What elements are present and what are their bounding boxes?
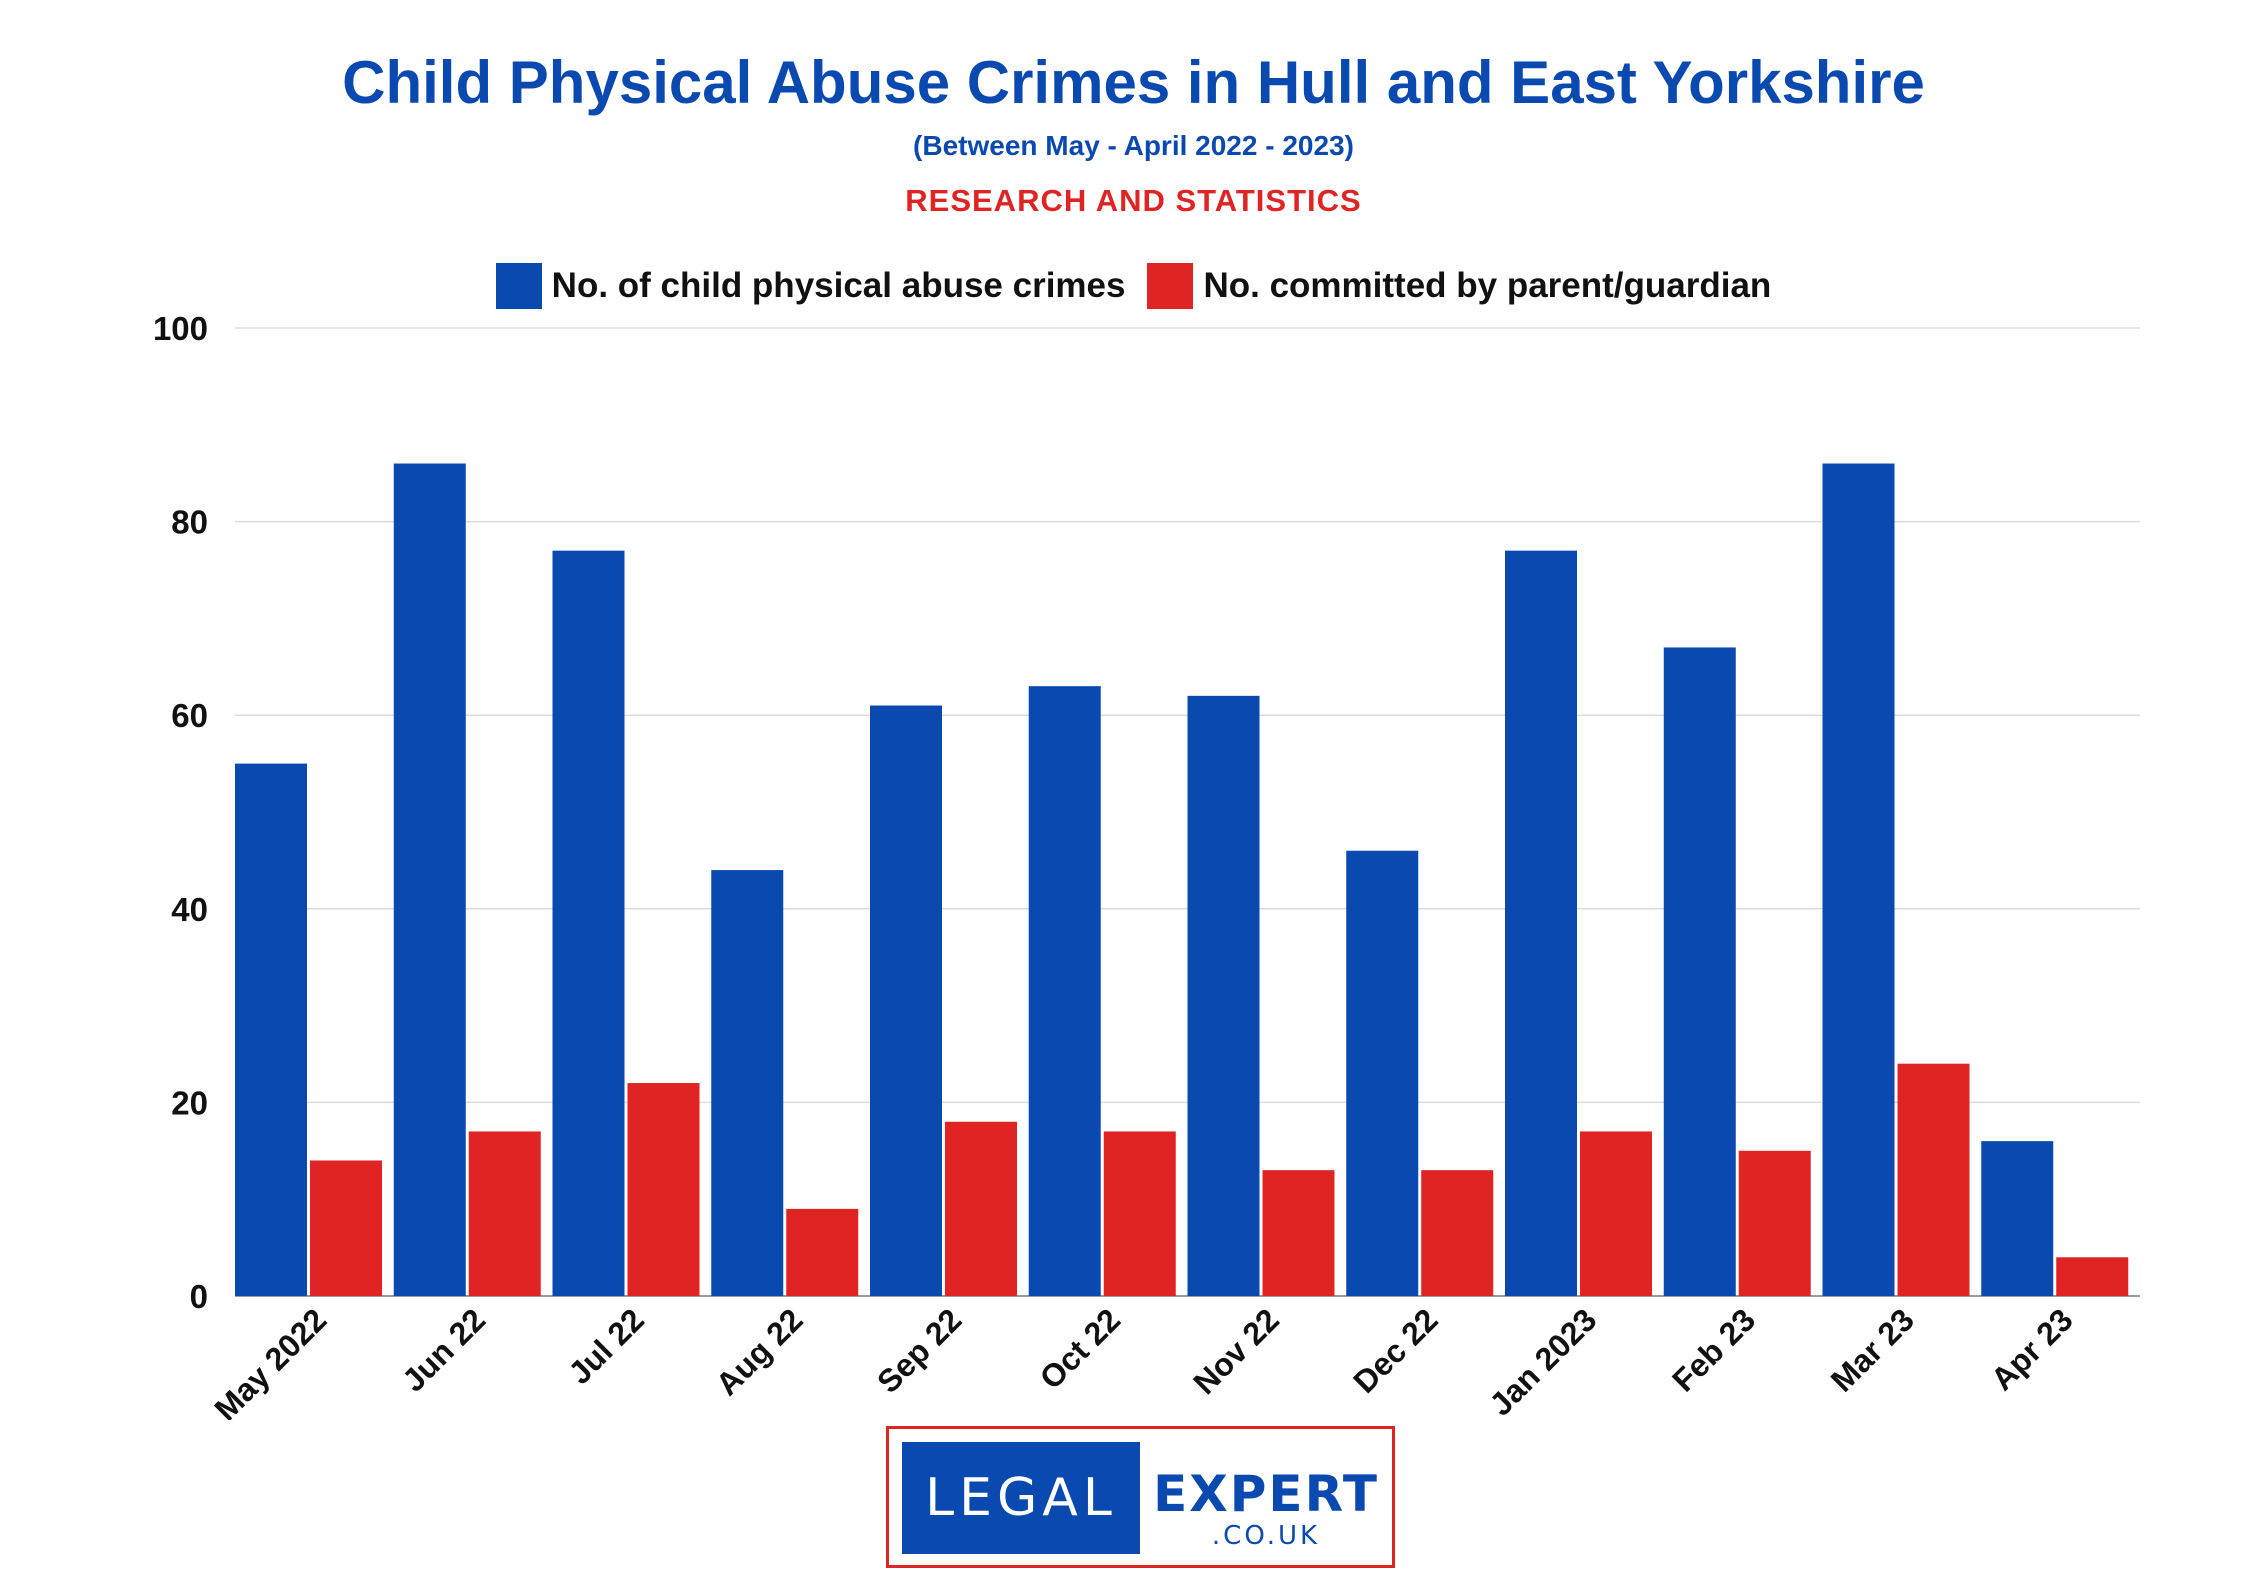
bar-parent-4 xyxy=(945,1121,1017,1296)
x-tick-label-11: Apr 23 xyxy=(1984,1301,2080,1397)
bar-crimes-7 xyxy=(1346,850,1419,1296)
bar-crimes-11 xyxy=(1981,1141,2054,1296)
logo-right-text: EXPERT xyxy=(1153,1465,1379,1523)
bar-crimes-1 xyxy=(393,463,466,1296)
x-tick-label-9: Feb 23 xyxy=(1665,1301,1762,1398)
x-tick-label-4: Sep 22 xyxy=(870,1301,968,1399)
bar-parent-8 xyxy=(1580,1131,1652,1296)
logo-sub-text: .CO.UK xyxy=(1211,1521,1321,1551)
x-tick-label-10: Mar 23 xyxy=(1824,1301,1921,1398)
legend-label-crimes: No. of child physical abuse crimes xyxy=(551,266,1126,305)
legend-item-parent: No. committed by parent/guardian xyxy=(1147,263,1771,309)
bar-parent-9 xyxy=(1738,1150,1811,1296)
legal-expert-logo: LEGAL EXPERT .CO.UK xyxy=(886,1426,1395,1568)
y-tick-label-0: 0 xyxy=(190,1278,208,1315)
chart-title: Child Physical Abuse Crimes in Hull and … xyxy=(342,49,1925,116)
y-tick-label-60: 60 xyxy=(171,697,208,734)
x-tick-label-8: Jan 2023 xyxy=(1482,1301,1603,1420)
x-tick-label-7: Dec 22 xyxy=(1346,1301,1444,1399)
bar-crimes-8 xyxy=(1505,550,1577,1296)
bar-crimes-3 xyxy=(711,870,784,1296)
bar-parent-5 xyxy=(1103,1131,1176,1296)
bar-parent-3 xyxy=(786,1208,859,1296)
bar-crimes-9 xyxy=(1663,647,1736,1296)
legend-swatch-parent xyxy=(1147,263,1194,309)
x-tick-label-0: May 2022 xyxy=(207,1301,333,1420)
bar-crimes-10 xyxy=(1822,463,1895,1296)
x-tick-label-2: Jul 22 xyxy=(561,1301,651,1391)
bar-crimes-2 xyxy=(552,550,625,1296)
y-tick-label-80: 80 xyxy=(171,504,208,541)
y-tick-label-100: 100 xyxy=(153,310,208,347)
chart-tagline: RESEARCH AND STATISTICS xyxy=(905,183,1362,218)
chart-subtitle: (Between May - April 2022 - 2023) xyxy=(913,130,1354,161)
bar-parent-1 xyxy=(468,1131,541,1296)
bar-parent-2 xyxy=(627,1083,700,1296)
bar-parent-7 xyxy=(1421,1170,1494,1296)
bar-parent-10 xyxy=(1897,1063,1970,1296)
bar-parent-0 xyxy=(310,1160,382,1296)
bar-crimes-6 xyxy=(1187,695,1260,1296)
legend-item-crimes: No. of child physical abuse crimes xyxy=(495,263,1126,309)
x-tick-label-3: Aug 22 xyxy=(709,1301,810,1402)
legend: No. of child physical abuse crimes No. c… xyxy=(0,263,2267,309)
bar-parent-6 xyxy=(1262,1170,1335,1296)
logo-left-text: LEGAL xyxy=(902,1442,1140,1554)
bar-crimes-0 xyxy=(235,763,307,1296)
bar-crimes-4 xyxy=(870,705,942,1296)
bar-parent-11 xyxy=(2056,1257,2129,1296)
y-tick-label-40: 40 xyxy=(171,891,208,928)
x-tick-label-1: Jun 22 xyxy=(395,1301,492,1398)
x-tick-label-5: Oct 22 xyxy=(1033,1301,1128,1396)
legend-label-parent: No. committed by parent/guardian xyxy=(1203,266,1772,305)
bar-chart: 0 20 40 60 80 100 May 2022 Jun 22 Jul 22 Aug 22 Se… xyxy=(153,310,2140,1420)
x-tick-label-6: Nov 22 xyxy=(1186,1301,1286,1401)
legend-swatch-crimes xyxy=(495,263,542,309)
y-tick-label-20: 20 xyxy=(171,1084,208,1121)
bar-crimes-5 xyxy=(1028,686,1101,1296)
